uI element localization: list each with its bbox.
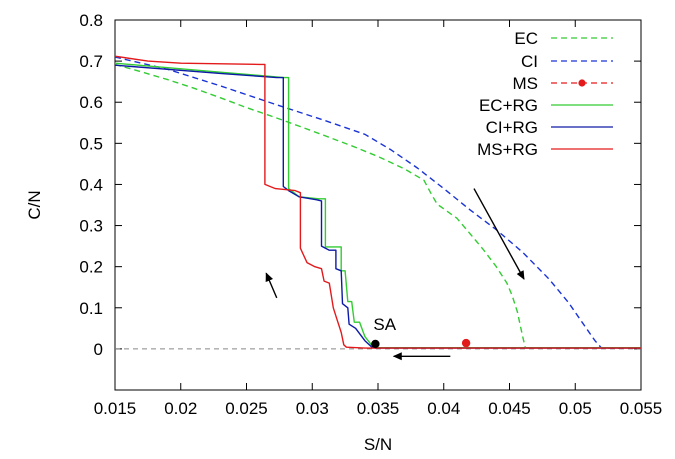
axis-labels: S/N C/N	[25, 190, 392, 454]
x-tick-label: 0.03	[296, 399, 329, 418]
y-tick-label: 0.5	[79, 134, 103, 153]
x-tick-label: 0.045	[488, 399, 531, 418]
legend-label-ec: EC	[514, 29, 538, 48]
series-line-ci	[115, 56, 641, 349]
legend-entry-ec-rg: EC+RG	[479, 96, 613, 115]
direction-arrow-up	[265, 272, 278, 299]
y-tick-label: 0	[94, 340, 103, 359]
x-tick-label: 0.035	[357, 399, 400, 418]
y-axis-label: C/N	[25, 190, 44, 219]
x-axis-ticks: 0.015 0.02 0.025 0.03 0.035 0.04 0.045 0.05 0.05…	[94, 20, 663, 418]
series-line-ci-rg	[115, 64, 641, 349]
annotation-layer: SA	[371, 315, 397, 349]
annotation-label-sa: SA	[373, 315, 396, 334]
y-axis-ticks: 0 0.1 0.2 0.3 0.4 0.5 0.6 0.7 0.8	[79, 11, 641, 359]
y-tick-label: 0.2	[79, 258, 103, 277]
series-point-ms	[461, 338, 471, 348]
legend-entry-ms: MS	[513, 74, 613, 93]
legend-entry-ms-rg: MS+RG	[477, 140, 613, 159]
legend: EC CI MS EC+RG CI+RG MS+RG	[477, 29, 613, 159]
series-line-ms-rg	[115, 55, 641, 349]
arrow-layer	[265, 188, 525, 361]
x-tick-label: 0.015	[94, 399, 137, 418]
x-tick-label: 0.04	[427, 399, 460, 418]
x-tick-label: 0.025	[225, 399, 268, 418]
legend-label-ms: MS	[513, 74, 539, 93]
y-tick-label: 0.7	[79, 52, 103, 71]
y-tick-label: 0.1	[79, 299, 103, 318]
direction-arrow-down-right	[473, 188, 525, 280]
x-tick-label: 0.02	[164, 399, 197, 418]
x-axis-label: S/N	[364, 435, 392, 454]
plot-frame	[114, 19, 642, 391]
legend-marker-ms	[578, 79, 586, 87]
annotation-point-sa	[371, 339, 380, 349]
y-tick-label: 0.8	[79, 11, 103, 30]
legend-label-ec-rg: EC+RG	[479, 96, 538, 115]
legend-label-ms-rg: MS+RG	[477, 140, 538, 159]
legend-label-ci: CI	[521, 52, 538, 71]
plot-area	[114, 19, 642, 391]
y-tick-label: 0.4	[79, 175, 103, 194]
series-layer	[115, 55, 641, 349]
legend-label-ci-rg: CI+RG	[486, 118, 538, 137]
x-tick-label: 0.055	[620, 399, 663, 418]
legend-entry-ci-rg: CI+RG	[486, 118, 613, 137]
series-line-ec	[115, 63, 641, 349]
x-tick-label: 0.05	[559, 399, 592, 418]
legend-entry-ec: EC	[514, 29, 613, 48]
y-tick-label: 0.6	[79, 93, 103, 112]
legend-entry-ci: CI	[521, 52, 613, 71]
series-line-ec-rg	[115, 62, 641, 349]
y-tick-label: 0.3	[79, 217, 103, 236]
